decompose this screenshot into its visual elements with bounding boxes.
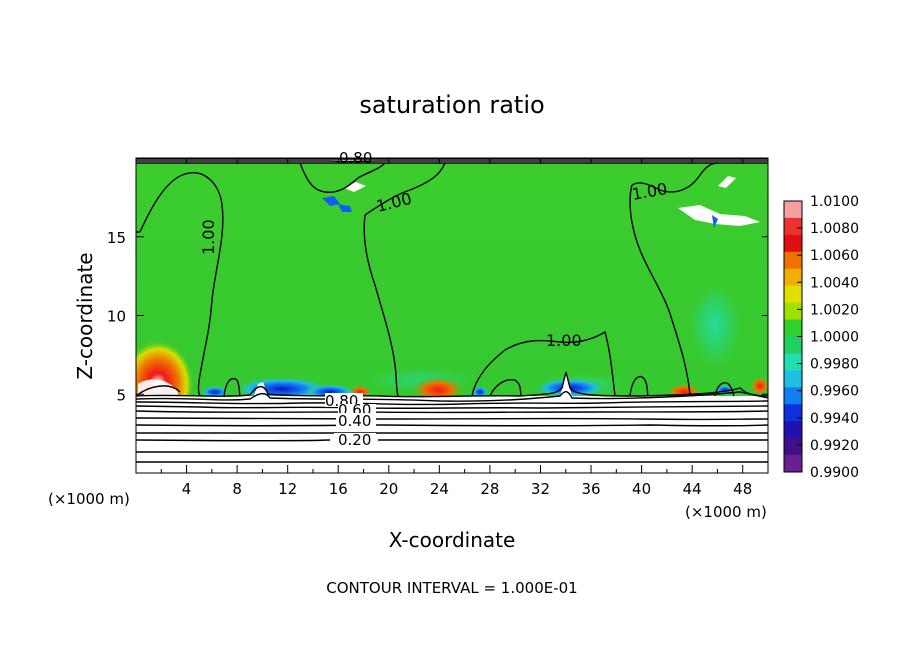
colorbar-swatch (784, 285, 802, 304)
x-tick-label: 8 (232, 480, 242, 498)
x-tick-label: 12 (278, 480, 297, 498)
colorbar-label: 1.0020 (810, 302, 859, 318)
colorbar-swatch (784, 251, 802, 270)
colorbar-swatch (784, 370, 802, 388)
x-tick-label: 24 (430, 480, 449, 498)
x-tick-label: 20 (379, 480, 398, 498)
colorbar-swatch (784, 319, 802, 337)
colorbar-label: 1.0100 (810, 194, 859, 210)
contour-label: 0.40 (338, 412, 371, 430)
colorbar-swatch (784, 455, 802, 473)
colorbar-label: 1.0060 (810, 248, 859, 264)
x-tick-label: 40 (632, 480, 651, 498)
colorbar-label: 0.9920 (810, 438, 859, 454)
colorbar: 1.0100 1.0080 1.0060 1.0040 1.0020 1.0000 0.99… (783, 194, 859, 481)
colorbar-label: 1.0040 (810, 275, 859, 291)
colorbar-swatch (784, 404, 802, 422)
colorbar-label: 1.0080 (810, 221, 859, 237)
colorbar-swatch (784, 353, 802, 371)
contour-lines (136, 158, 768, 463)
colorbar-label: 0.9980 (810, 357, 859, 373)
contour-label: 1.00 (546, 331, 582, 350)
colorbar-label: 0.9960 (810, 384, 859, 400)
colorbar-swatch (784, 387, 802, 405)
x-tick-label: 16 (329, 480, 348, 498)
colorbar-swatch (784, 421, 802, 439)
contour-interval-note: CONTOUR INTERVAL = 1.000E-01 (326, 579, 577, 597)
y-axis: 5 10 15 (107, 229, 768, 404)
colorbar-label: 0.9900 (810, 465, 859, 481)
x-tick-label: 48 (733, 480, 752, 498)
colorbar-swatch (784, 234, 802, 253)
colorbar-swatch (784, 268, 802, 287)
x-axis-units-left: (×1000 m) (48, 490, 130, 508)
colorbar-swatch (784, 302, 802, 321)
colorbar-label: 0.9940 (810, 411, 859, 427)
y-tick-label: 10 (107, 308, 126, 326)
x-tick-label: 28 (480, 480, 499, 498)
x-tick-label: 44 (683, 480, 702, 498)
colorbar-swatch (784, 201, 802, 219)
colorbar-swatch (784, 336, 802, 354)
x-axis-units-right: (×1000 m) (685, 503, 767, 521)
y-tick-label: 15 (107, 229, 126, 247)
x-tick-label: 32 (531, 480, 550, 498)
contour-label: 1.00 (199, 219, 218, 255)
colorbar-swatch (784, 438, 802, 456)
y-axis-label: Z-coordinate (73, 252, 97, 379)
x-axis-label: X-coordinate (389, 528, 516, 552)
colorbar-label: 1.0000 (810, 330, 859, 346)
chart-title: saturation ratio (359, 91, 544, 119)
x-tick-label: 36 (581, 480, 600, 498)
y-tick-label: 5 (116, 386, 126, 404)
contour-labels: 0.80 1.00 1.00 1.00 1.00 0.80 0.60 0.40 … (199, 149, 669, 449)
x-tick-label: 4 (182, 480, 192, 498)
contour-label: 0.20 (338, 431, 371, 449)
colorbar-swatch (784, 217, 802, 236)
x-axis: 4 8 12 16 20 24 28 32 36 40 44 48 (160, 158, 752, 498)
